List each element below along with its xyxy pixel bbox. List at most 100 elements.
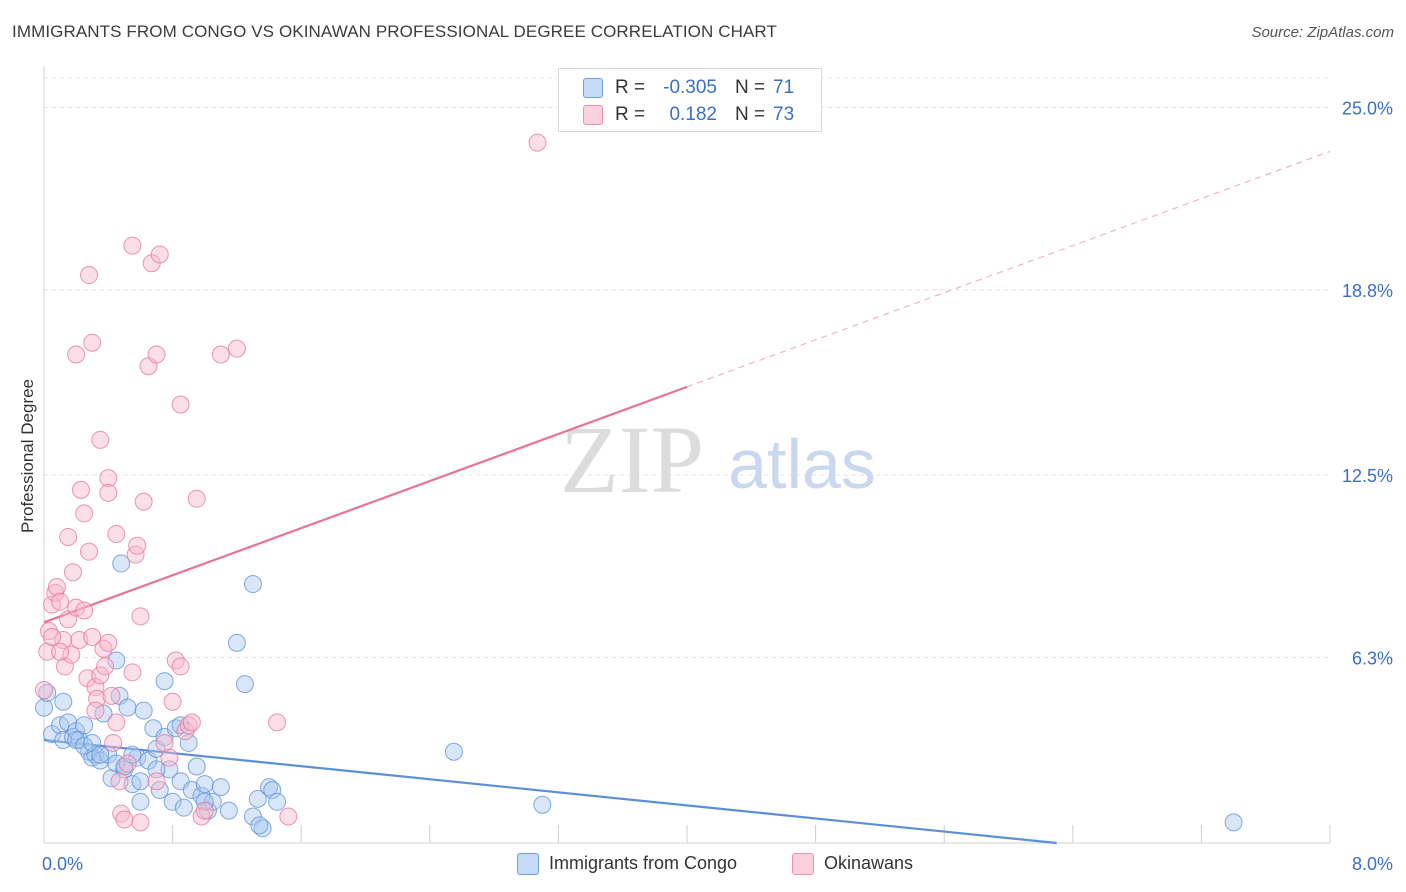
data-point-okinawans bbox=[75, 504, 94, 523]
data-point-okinawans bbox=[51, 592, 70, 611]
data-point-okinawans bbox=[91, 666, 110, 685]
stats-n-label: N = bbox=[735, 77, 766, 98]
data-point-congo bbox=[155, 672, 174, 691]
data-point-congo bbox=[107, 651, 126, 670]
data-point-congo bbox=[211, 778, 230, 797]
data-point-okinawans bbox=[134, 492, 153, 511]
data-point-okinawans bbox=[110, 772, 129, 791]
trend-line-extension bbox=[686, 150, 1331, 388]
data-point-congo bbox=[1224, 813, 1243, 832]
watermark-zip: ZIP bbox=[560, 406, 704, 513]
data-point-okinawans bbox=[179, 716, 198, 735]
data-point-okinawans bbox=[55, 657, 74, 676]
data-point-okinawans bbox=[75, 601, 94, 620]
stats-r-value-congo: -0.305 bbox=[663, 77, 717, 98]
data-point-congo bbox=[38, 683, 57, 702]
y-tick-label: 18.8% bbox=[1342, 281, 1393, 301]
data-point-congo bbox=[243, 807, 262, 826]
data-point-okinawans bbox=[86, 678, 105, 697]
data-point-congo bbox=[174, 798, 193, 817]
data-point-okinawans bbox=[46, 583, 65, 602]
data-point-congo bbox=[250, 816, 269, 835]
data-point-okinawans bbox=[160, 748, 179, 767]
data-point-congo bbox=[131, 792, 150, 811]
data-point-okinawans bbox=[107, 525, 126, 544]
y-tick-label: 12.5% bbox=[1342, 466, 1393, 486]
data-point-okinawans bbox=[51, 642, 70, 661]
watermark: ZIP atlas bbox=[560, 406, 876, 513]
data-point-congo bbox=[243, 575, 262, 594]
data-point-okinawans bbox=[131, 607, 150, 626]
trend-lines bbox=[43, 150, 1331, 845]
data-point-okinawans bbox=[166, 651, 185, 670]
watermark-atlas: atlas bbox=[728, 425, 876, 503]
data-point-okinawans bbox=[91, 430, 110, 449]
data-point-okinawans bbox=[63, 563, 82, 582]
data-point-congo bbox=[179, 733, 198, 752]
stats-n-label: N = bbox=[735, 104, 766, 125]
data-point-okinawans bbox=[54, 630, 73, 649]
data-point-okinawans bbox=[195, 801, 214, 820]
tick-labels: 6.3% 12.5% 18.8% 25.0% 0.0% 8.0% bbox=[42, 98, 1393, 874]
data-point-okinawans bbox=[150, 245, 169, 264]
stats-n-value-okinawans: 73 bbox=[773, 104, 795, 125]
data-point-congo bbox=[253, 819, 272, 838]
data-point-okinawans bbox=[71, 480, 90, 499]
data-point-okinawans bbox=[94, 639, 113, 658]
stats-row-okinawans: R = 0.182 N = 73 bbox=[559, 101, 821, 127]
stats-swatch-okinawans bbox=[583, 105, 603, 125]
data-point-okinawans bbox=[171, 395, 190, 414]
data-point-congo bbox=[219, 801, 238, 820]
data-point-okinawans bbox=[83, 628, 102, 647]
data-point-congo bbox=[131, 772, 150, 791]
data-point-okinawans bbox=[107, 713, 126, 732]
data-point-congo bbox=[134, 701, 153, 720]
data-point-congo bbox=[123, 745, 142, 764]
data-point-congo bbox=[35, 698, 53, 717]
data-point-okinawans bbox=[123, 236, 142, 255]
legend-swatch-okinawans bbox=[792, 853, 814, 875]
data-point-okinawans bbox=[86, 701, 105, 720]
data-point-okinawans bbox=[528, 133, 547, 152]
data-point-congo bbox=[235, 675, 254, 694]
trend-line-congo bbox=[43, 738, 1057, 845]
legend-label-congo: Immigrants from Congo bbox=[549, 853, 738, 873]
data-point-okinawans bbox=[227, 339, 246, 358]
data-point-okinawans bbox=[35, 680, 53, 699]
data-point-congo bbox=[54, 692, 73, 711]
data-point-okinawans bbox=[279, 807, 298, 826]
data-point-okinawans bbox=[112, 804, 131, 823]
legend-swatch-congo bbox=[517, 853, 539, 875]
stats-n-value-congo: 71 bbox=[773, 77, 795, 98]
data-point-okinawans bbox=[96, 657, 115, 676]
data-point-okinawans bbox=[43, 628, 62, 647]
data-point-okinawans bbox=[182, 713, 201, 732]
data-point-okinawans bbox=[83, 333, 102, 352]
data-point-congo bbox=[112, 554, 131, 573]
data-point-okinawans bbox=[163, 692, 182, 711]
data-point-okinawans bbox=[38, 642, 57, 661]
y-tick-label: 25.0% bbox=[1342, 98, 1393, 118]
data-point-okinawans bbox=[128, 536, 147, 555]
data-point-okinawans bbox=[99, 469, 118, 488]
data-point-okinawans bbox=[80, 542, 99, 561]
data-point-okinawans bbox=[187, 489, 206, 508]
stats-r-label: R = bbox=[615, 77, 646, 98]
data-point-congo bbox=[163, 792, 182, 811]
data-point-okinawans bbox=[67, 345, 86, 364]
x-tick-label: 0.0% bbox=[42, 854, 83, 874]
data-point-congo bbox=[444, 742, 463, 761]
data-point-okinawans bbox=[115, 810, 134, 829]
data-point-okinawans bbox=[123, 663, 142, 682]
data-point-congo bbox=[248, 789, 267, 808]
data-point-congo bbox=[533, 795, 552, 814]
data-point-okinawans bbox=[147, 345, 166, 364]
data-point-okinawans bbox=[104, 733, 123, 752]
data-point-okinawans bbox=[118, 754, 137, 773]
trend-line-okinawans bbox=[43, 385, 688, 624]
data-point-okinawans bbox=[147, 772, 166, 791]
x-tick-label: 8.0% bbox=[1352, 854, 1393, 874]
data-point-congo bbox=[227, 633, 246, 652]
data-point-okinawans bbox=[171, 657, 190, 676]
